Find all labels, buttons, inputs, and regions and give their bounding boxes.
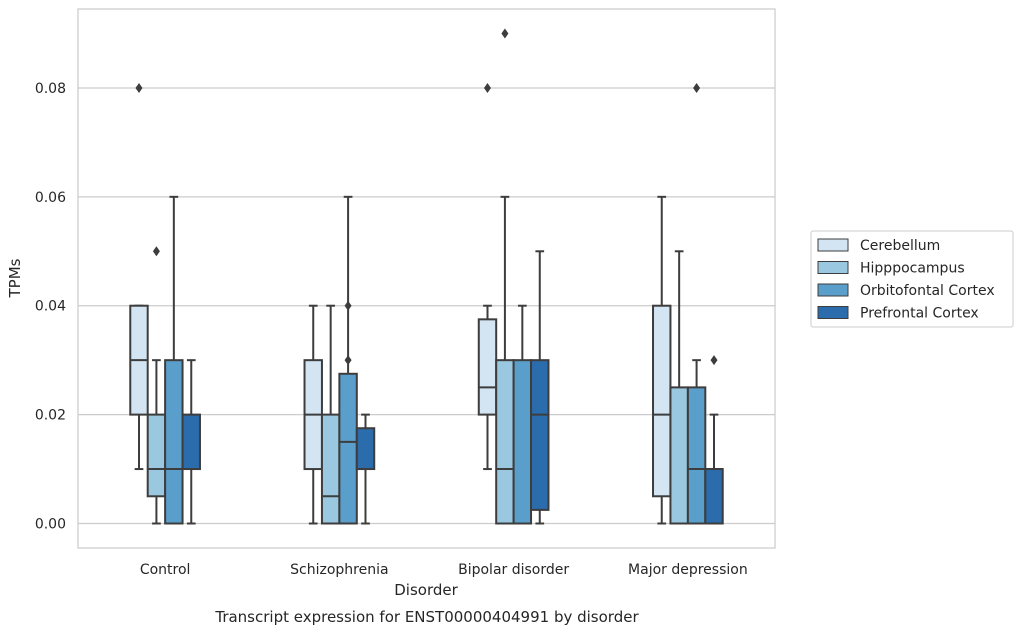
box xyxy=(129,82,149,471)
legend-label: Prefrontal Cortex xyxy=(860,306,979,322)
box xyxy=(686,82,707,525)
box-iqr xyxy=(355,427,376,471)
outlier-marker xyxy=(344,355,352,366)
legend-label: Orbitofontal Cortex xyxy=(860,283,995,299)
box-iqr xyxy=(477,318,498,416)
box-iqr xyxy=(530,359,550,511)
series-group xyxy=(181,250,724,525)
outlier-marker xyxy=(135,82,143,93)
legend-swatch xyxy=(817,238,849,252)
y-axis-label: TPMs xyxy=(6,258,24,298)
legend-label: Hipppocampus xyxy=(860,261,965,277)
y-tick-label: 0.04 xyxy=(35,299,66,315)
outlier-marker xyxy=(693,82,701,93)
y-tick-label: 0.02 xyxy=(35,408,66,424)
box-iqr xyxy=(146,413,167,498)
y-tick-label: 0.08 xyxy=(35,81,66,97)
outlier-marker xyxy=(501,28,509,39)
outlier-marker xyxy=(152,246,160,257)
y-tick-label: 0.00 xyxy=(35,517,66,533)
x-axis-label: Disorder xyxy=(394,581,458,599)
figure-caption: Transcript expression for ENST0000040499… xyxy=(214,608,639,626)
box xyxy=(652,195,672,525)
box-iqr xyxy=(495,359,515,525)
box xyxy=(512,304,533,525)
legend: Cerebellum Hipppocampus Orbitofontal Corte… xyxy=(810,230,1014,328)
x-tick-label: Schizophrenia xyxy=(290,562,388,578)
box xyxy=(704,355,724,525)
box xyxy=(477,82,498,471)
box-iqr xyxy=(652,304,672,498)
box-iqr xyxy=(669,386,689,525)
x-tick-label: Bipolar disorder xyxy=(458,562,569,578)
box-iqr xyxy=(164,359,184,525)
box-iqr xyxy=(704,468,724,525)
x-tick-labels: Control Schizophrenia Bipolar disorder Majo… xyxy=(140,562,748,578)
x-tick-label: Major depression xyxy=(628,562,748,578)
box-series xyxy=(129,28,724,525)
box xyxy=(669,250,689,525)
box xyxy=(338,195,358,525)
y-tick-label: 0.06 xyxy=(35,190,66,206)
box xyxy=(530,250,550,525)
y-tick-labels: 0.00 0.02 0.04 0.06 0.08 xyxy=(35,81,66,533)
legend-frame xyxy=(810,230,1014,328)
series-group xyxy=(164,82,707,525)
legend-swatch xyxy=(817,283,849,297)
legend-swatch xyxy=(817,261,849,274)
box-iqr xyxy=(512,359,533,525)
box-iqr xyxy=(338,372,358,525)
legend-label: Cerebellum xyxy=(860,238,940,254)
box-iqr xyxy=(320,413,341,525)
x-tick-label: Control xyxy=(140,562,191,578)
box xyxy=(146,246,167,525)
box-iqr xyxy=(686,386,707,525)
outlier-marker xyxy=(710,355,718,366)
box xyxy=(355,413,376,525)
box xyxy=(181,359,201,525)
series-group xyxy=(146,28,689,525)
outlier-marker xyxy=(483,82,491,93)
legend-swatch xyxy=(817,306,849,319)
box-iqr xyxy=(181,413,201,471)
plot-frame xyxy=(77,8,776,549)
outlier-marker xyxy=(344,300,352,311)
